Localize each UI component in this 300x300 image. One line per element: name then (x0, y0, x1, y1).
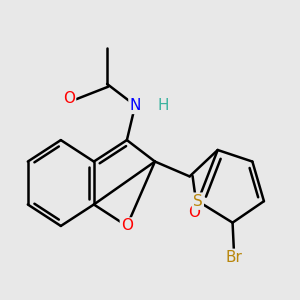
Text: O: O (121, 218, 133, 233)
Text: S: S (193, 194, 203, 209)
Text: N: N (130, 98, 141, 113)
Text: H: H (158, 98, 169, 113)
Text: O: O (189, 205, 201, 220)
Text: Br: Br (226, 250, 243, 265)
Text: O: O (63, 91, 75, 106)
